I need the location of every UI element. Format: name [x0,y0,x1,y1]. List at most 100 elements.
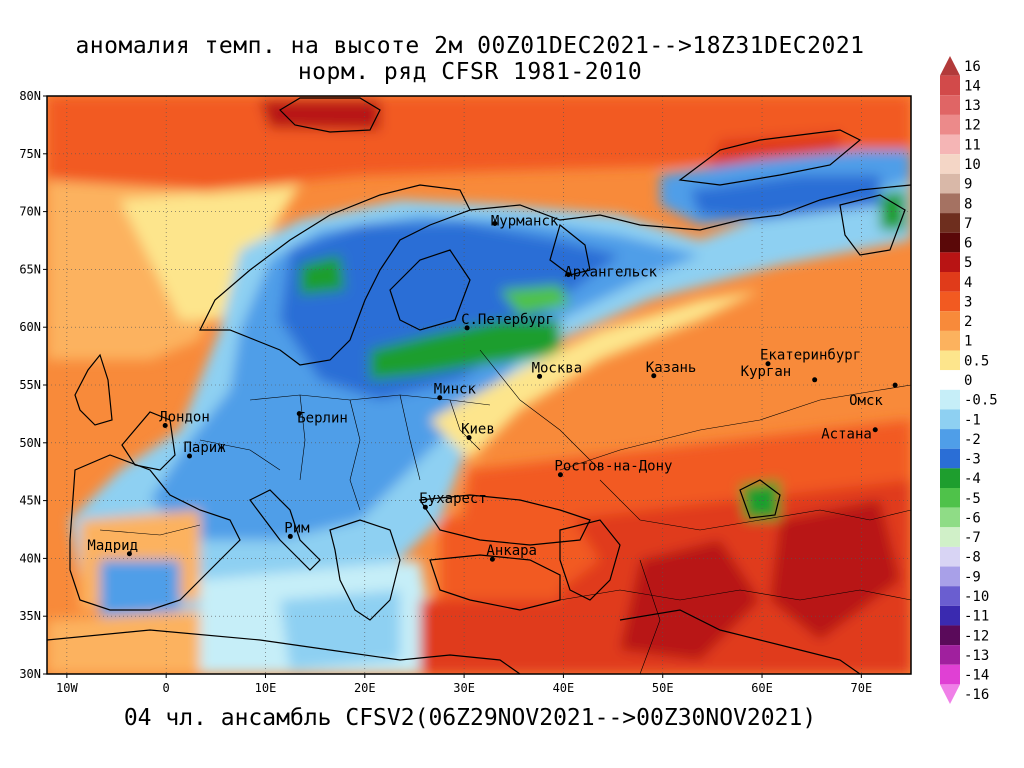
city-label: Рим [284,520,310,536]
city-label: Архангельск [564,265,657,281]
legend-label: 16 [964,59,981,75]
legend-label: -9 [964,569,981,585]
legend-label: -2 [964,432,981,448]
city-dot [765,361,771,367]
city-markers: Мурманск Архангельск С.Петербург Москва Каза… [87,214,898,562]
legend-swatch [940,272,960,292]
legend-swatch [940,605,960,626]
title-line-2: норм. ряд CFSR 1981-2010 [297,59,643,85]
legend-label: 11 [964,137,981,153]
lat-tick-label: 75N [19,147,41,161]
city-dot [565,272,571,278]
city-dot [489,556,495,562]
legend-label: 1 [964,334,972,350]
lon-tick-label: 50E [652,681,674,695]
legend-label: -10 [964,589,989,605]
legend-swatch [940,75,960,96]
city-dot [466,435,472,441]
legend-swatch [940,468,960,488]
lat-tick-label: 35N [19,609,41,623]
legend-label: 0.5 [964,353,989,369]
lat-tick-label: 30N [19,667,41,681]
legend-swatch [940,488,960,508]
legend-swatch [940,664,960,685]
city-dot [437,395,443,401]
legend-label: 7 [964,216,972,232]
legend-swatch [940,409,960,430]
lon-tick-label: 10E [255,681,277,695]
legend-label: 10 [964,157,981,173]
legend-swatch [940,350,960,371]
legend-label: 4 [964,275,972,291]
legend-swatch [940,586,960,606]
legend-label: 14 [964,78,981,94]
city-dot [537,373,543,379]
city-dot [422,504,428,510]
legend-label: 9 [964,177,972,193]
city-label: Берлин [297,411,348,427]
legend-label: -7 [964,530,981,546]
legend-label: -1 [964,412,981,428]
legend-label: -14 [964,668,989,684]
legend-swatch [940,213,960,233]
lon-tick-label: 10W [56,681,78,695]
city-label: Париж [184,440,227,456]
title-line-1: аномалия темп. на высоте 2м 00Z01DEC2021… [75,33,865,59]
lon-tick-label: 40E [553,681,575,695]
lat-tick-label: 50N [19,436,41,450]
city-dot [464,325,470,331]
city-dot [296,411,302,417]
legend-swatch [940,95,960,115]
city-label: Екатеринбург [760,348,861,364]
legend-swatch [940,154,960,174]
country-borders [99,349,911,674]
legend-label: 0 [964,373,972,389]
legend-swatch [940,507,960,528]
city-label: Омск [849,393,883,409]
legend-swatch [940,291,960,312]
city-label: Минск [434,382,477,398]
city-dot [492,221,498,227]
legend-swatch [940,330,960,351]
city-dot [892,382,898,388]
legend-swatch [940,193,960,214]
lat-tick-label: 70N [19,205,41,219]
city-label: Казань [646,360,697,376]
legend-label: 13 [964,98,981,114]
legend-label: -13 [964,648,989,664]
legend-label: -12 [964,628,989,644]
lon-tick-label: 0 [163,681,170,695]
legend-label: 3 [964,294,972,310]
city-label: Бухарест [419,491,486,507]
legend-swatch [940,448,960,469]
legend-label: -8 [964,550,981,566]
legend-swatch [940,134,960,155]
legend-label: -4 [964,471,981,487]
legend-label: -16 [964,687,989,703]
legend-swatch [940,232,960,253]
city-label: Курган [741,364,792,380]
legend-label: -6 [964,510,981,526]
legend-label: -5 [964,491,981,507]
legend-label: -11 [964,609,989,625]
legend-label: 2 [964,314,972,330]
color-legend: 16 14 13 12 11 10 9 8 7 6 5 4 3 2 1 0.5 0 -0.5 -1 -2 -3 -4 -5 -… [940,56,998,704]
city-dot [126,551,132,557]
graticule [47,96,911,674]
city-label: Мурманск [491,214,559,230]
lon-tick-label: 30E [453,681,475,695]
ensemble-footer: 04 чл. ансамбль CFSV2(06Z29NOV2021-->00Z… [123,705,817,731]
legend-swatch [940,546,960,567]
lat-tick-label: 60N [19,320,41,334]
city-label: Киев [461,422,495,438]
legend-swatch [940,370,960,390]
lon-tick-label: 60E [751,681,773,695]
lat-tick-label: 45N [19,494,41,508]
legend-label: -3 [964,452,981,468]
legend-swatch [940,429,960,449]
lon-tick-label: 70E [851,681,873,695]
city-dot [872,427,878,433]
city-dot [812,377,818,383]
city-label: Москва [532,360,583,376]
legend-swatch [940,684,960,704]
